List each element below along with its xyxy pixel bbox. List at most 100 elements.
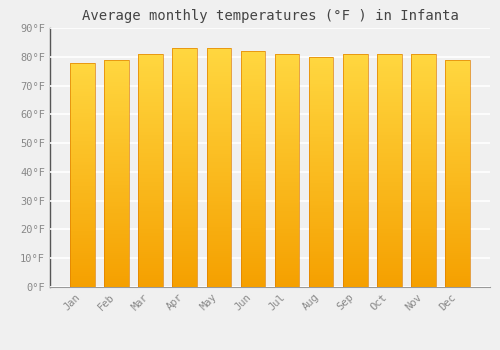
Bar bbox=[138, 147, 163, 149]
Bar bbox=[275, 65, 299, 68]
Bar bbox=[309, 191, 334, 193]
Bar bbox=[240, 259, 265, 261]
Bar bbox=[70, 253, 94, 255]
Bar bbox=[104, 73, 128, 75]
Bar bbox=[70, 124, 94, 126]
Bar bbox=[104, 168, 128, 169]
Bar bbox=[309, 182, 334, 183]
Bar bbox=[412, 196, 436, 198]
Bar bbox=[104, 228, 128, 230]
Bar bbox=[172, 146, 197, 148]
Bar bbox=[70, 186, 94, 188]
Bar bbox=[309, 195, 334, 197]
Bar bbox=[138, 248, 163, 250]
Bar bbox=[104, 241, 128, 244]
Bar bbox=[240, 202, 265, 204]
Bar bbox=[104, 245, 128, 247]
Bar bbox=[377, 260, 402, 262]
Bar bbox=[206, 245, 231, 247]
Bar bbox=[343, 164, 367, 167]
Bar bbox=[446, 219, 470, 221]
Bar bbox=[309, 239, 334, 241]
Bar bbox=[172, 172, 197, 174]
Bar bbox=[275, 215, 299, 217]
Bar bbox=[343, 266, 367, 267]
Bar bbox=[343, 219, 367, 221]
Bar bbox=[240, 94, 265, 96]
Bar bbox=[275, 139, 299, 141]
Bar bbox=[343, 213, 367, 215]
Bar bbox=[446, 259, 470, 260]
Bar bbox=[412, 103, 436, 104]
Bar bbox=[172, 114, 197, 116]
Bar bbox=[206, 166, 231, 168]
Bar bbox=[172, 70, 197, 72]
Bar bbox=[104, 105, 128, 107]
Bar bbox=[446, 173, 470, 175]
Bar bbox=[206, 182, 231, 183]
Bar bbox=[309, 57, 334, 59]
Bar bbox=[206, 82, 231, 84]
Bar bbox=[309, 183, 334, 185]
Bar bbox=[446, 84, 470, 86]
Bar bbox=[446, 145, 470, 147]
Bar bbox=[275, 116, 299, 118]
Bar bbox=[206, 110, 231, 112]
Bar bbox=[309, 63, 334, 64]
Bar bbox=[309, 272, 334, 274]
Bar bbox=[309, 283, 334, 285]
Bar bbox=[377, 134, 402, 135]
Bar bbox=[138, 106, 163, 108]
Bar bbox=[309, 212, 334, 214]
Bar bbox=[446, 205, 470, 208]
Bar bbox=[240, 78, 265, 81]
Bar bbox=[70, 270, 94, 272]
Bar bbox=[309, 285, 334, 287]
Bar bbox=[138, 163, 163, 164]
Bar bbox=[172, 152, 197, 154]
Bar bbox=[138, 211, 163, 213]
Bar bbox=[446, 272, 470, 274]
Bar bbox=[275, 141, 299, 143]
Bar bbox=[309, 224, 334, 226]
Bar bbox=[70, 132, 94, 134]
Bar bbox=[70, 191, 94, 194]
Bar bbox=[412, 54, 436, 56]
Bar bbox=[240, 98, 265, 100]
Bar bbox=[240, 77, 265, 78]
Bar bbox=[446, 202, 470, 204]
Bar bbox=[412, 126, 436, 128]
Bar bbox=[104, 259, 128, 260]
Bar bbox=[206, 285, 231, 287]
Bar bbox=[138, 149, 163, 151]
Bar bbox=[275, 128, 299, 130]
Bar bbox=[377, 237, 402, 238]
Bar bbox=[275, 266, 299, 267]
Bar bbox=[275, 237, 299, 238]
Bar bbox=[70, 98, 94, 100]
Bar bbox=[104, 189, 128, 190]
Bar bbox=[309, 160, 334, 162]
Bar bbox=[446, 283, 470, 285]
Bar bbox=[309, 197, 334, 199]
Bar bbox=[172, 247, 197, 249]
Bar bbox=[412, 194, 436, 196]
Bar bbox=[412, 106, 436, 108]
Bar bbox=[275, 211, 299, 213]
Bar bbox=[70, 214, 94, 216]
Bar bbox=[275, 163, 299, 164]
Bar bbox=[446, 105, 470, 107]
Bar bbox=[377, 54, 402, 287]
Bar bbox=[206, 219, 231, 221]
Bar bbox=[309, 128, 334, 130]
Bar bbox=[240, 246, 265, 248]
Bar bbox=[309, 251, 334, 252]
Bar bbox=[377, 56, 402, 58]
Bar bbox=[377, 126, 402, 128]
Bar bbox=[138, 283, 163, 285]
Bar bbox=[446, 245, 470, 247]
Bar bbox=[70, 141, 94, 143]
Bar bbox=[172, 92, 197, 94]
Bar bbox=[70, 145, 94, 147]
Bar bbox=[240, 242, 265, 244]
